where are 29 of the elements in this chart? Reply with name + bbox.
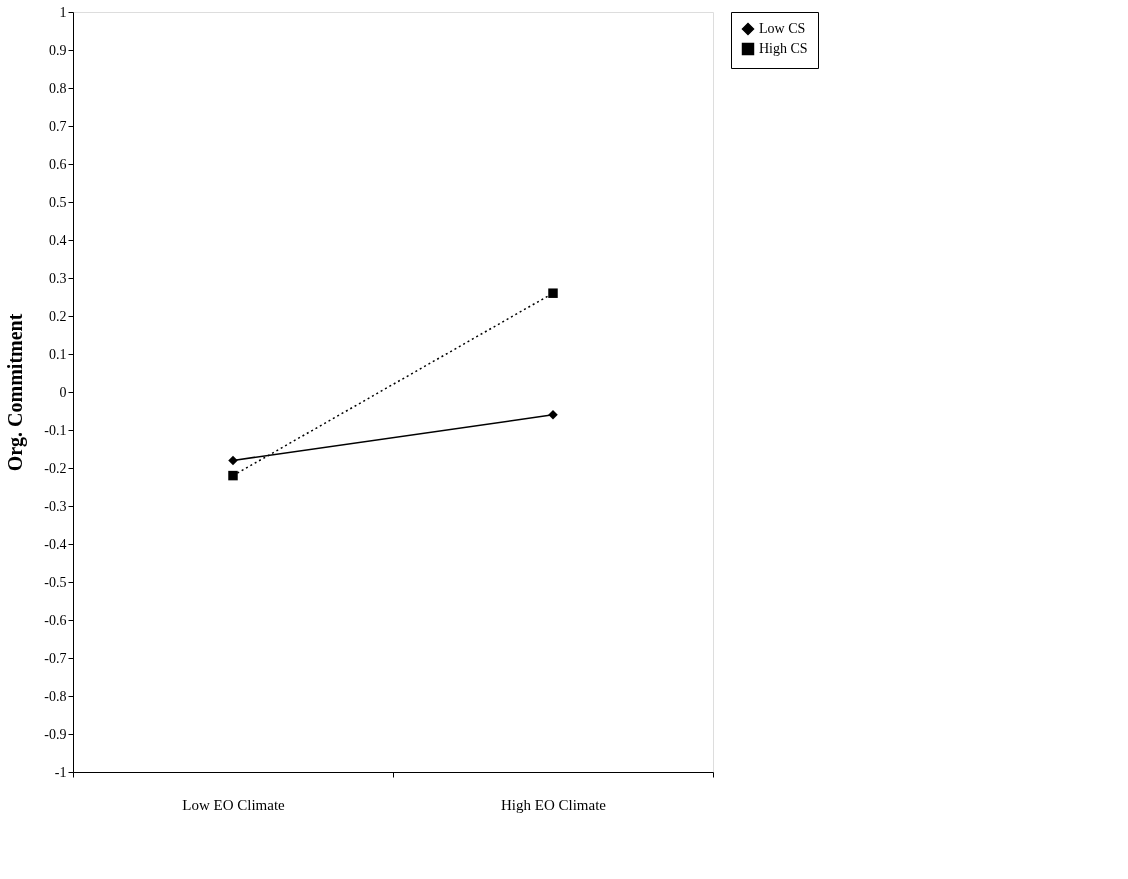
y-tick-label: 0.9: [49, 42, 67, 58]
y-tick-label: 1: [59, 4, 67, 20]
y-tick-label: 0.1: [49, 346, 67, 362]
y-tick-label: 0.5: [49, 194, 67, 210]
y-tick-label: -0.8: [44, 688, 67, 704]
legend-label: High CS: [759, 41, 808, 56]
y-tick-label: -0.4: [44, 536, 67, 552]
y-tick-label: 0.2: [49, 308, 67, 324]
point: [228, 470, 238, 481]
y-tick-label: 0.8: [49, 80, 67, 96]
y-tick-label: -0.1: [44, 422, 67, 438]
y-tick-label: 0.4: [49, 232, 67, 248]
y-tick-label: -0.3: [44, 498, 67, 514]
y-tick-label: -0.6: [44, 612, 67, 628]
point: [228, 455, 238, 466]
y-tick-label: -1: [54, 764, 67, 780]
y-tick-label: -0.9: [44, 726, 67, 742]
y-axis-title: Org. Commitment: [4, 313, 28, 472]
y-tick-label: 0: [59, 384, 67, 400]
y-tick-label: 0.7: [49, 118, 67, 134]
y-tick-label: -0.7: [44, 650, 67, 666]
x-tick-label: Low EO Climate: [182, 796, 286, 813]
y-tick-label: -0.5: [44, 574, 67, 590]
y-tick-label: 0.3: [49, 270, 67, 286]
y-tick-label: -0.2: [44, 460, 67, 476]
point: [548, 288, 558, 298]
x-tick-label: High EO Climate: [501, 796, 607, 813]
y-tick-label: 0.6: [49, 156, 67, 172]
legend-label: Low CS: [759, 21, 806, 36]
